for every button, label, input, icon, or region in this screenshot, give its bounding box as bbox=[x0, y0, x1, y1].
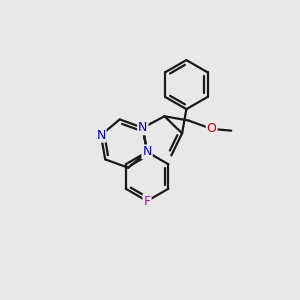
Text: N: N bbox=[138, 121, 148, 134]
Text: N: N bbox=[96, 129, 106, 142]
Text: O: O bbox=[207, 122, 217, 135]
Text: N: N bbox=[142, 146, 152, 158]
Text: F: F bbox=[143, 194, 151, 208]
